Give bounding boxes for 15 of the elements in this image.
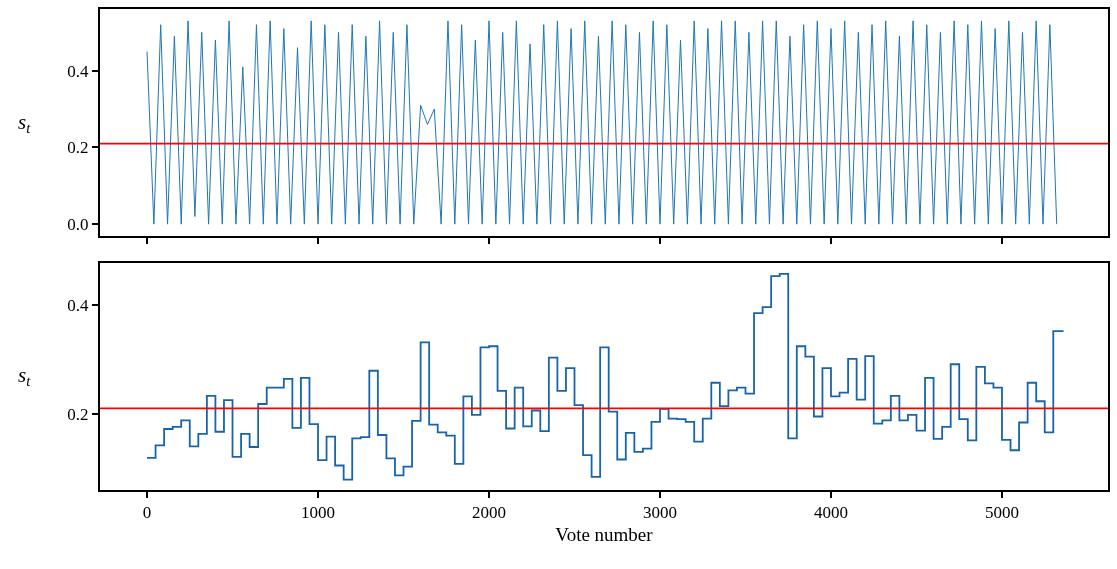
x-tick-label: 3000 xyxy=(643,503,677,523)
x-tick-label: 1000 xyxy=(301,503,336,523)
x-axis-title: Vote number xyxy=(555,523,654,545)
x-tick-label: 0 xyxy=(142,503,152,523)
x-tick-label: 4000 xyxy=(813,503,848,523)
x-tick-label: 2000 xyxy=(472,503,507,523)
y-tick-label: 0.0 xyxy=(67,215,89,235)
y-tick-label: 0.4 xyxy=(67,295,90,315)
y-axis-title: s$_{t}$ xyxy=(18,363,32,390)
line-series xyxy=(146,20,1058,225)
y-tick-label: 0.2 xyxy=(67,404,89,424)
y-tick-label: 0.4 xyxy=(67,61,90,81)
x-tick-label: 5000 xyxy=(984,503,1019,523)
y-tick-label: 0.2 xyxy=(67,138,89,158)
y-axis-title: s$_{t}$ xyxy=(18,110,32,137)
